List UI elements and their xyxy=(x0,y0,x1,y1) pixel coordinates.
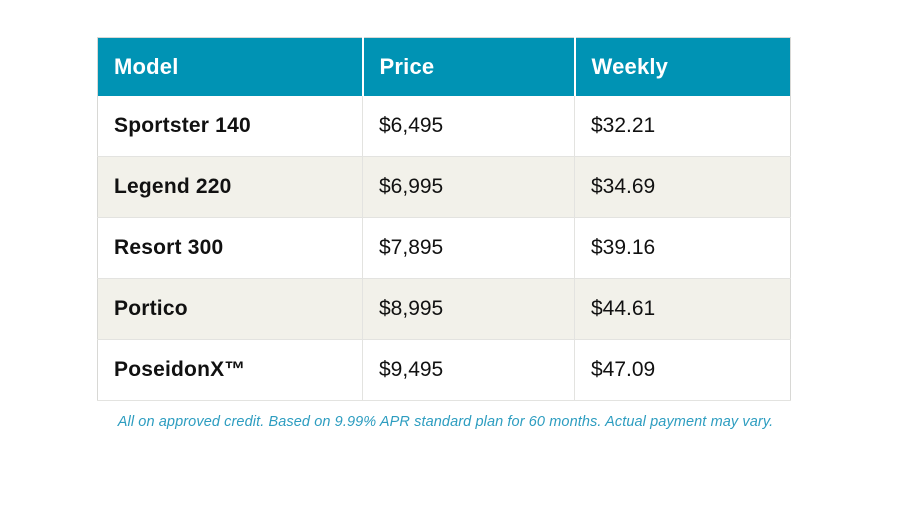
header-row: Model Price Weekly xyxy=(97,37,791,96)
cell-model: PoseidonX™ xyxy=(97,339,363,401)
table-row: Resort 300 $7,895 $39.16 xyxy=(97,217,791,279)
cell-price: $6,495 xyxy=(362,96,575,157)
table-row: PoseidonX™ $9,495 $47.09 xyxy=(97,339,791,401)
table-row: Sportster 140 $6,495 $32.21 xyxy=(97,96,791,157)
table-row: Legend 220 $6,995 $34.69 xyxy=(97,156,791,218)
column-header-model: Model xyxy=(97,37,363,96)
pricing-table: Model Price Weekly Sportster 140 $6,495 … xyxy=(97,37,791,401)
cell-weekly: $32.21 xyxy=(574,96,791,157)
disclaimer-text: All on approved credit. Based on 9.99% A… xyxy=(117,414,774,430)
cell-weekly: $44.61 xyxy=(574,278,791,340)
cell-price: $7,895 xyxy=(362,217,575,279)
cell-price: $6,995 xyxy=(362,156,575,218)
cell-model: Resort 300 xyxy=(97,217,363,279)
cell-weekly: $34.69 xyxy=(574,156,791,218)
column-header-weekly: Weekly xyxy=(573,37,791,96)
cell-model: Portico xyxy=(97,278,363,340)
cell-weekly: $47.09 xyxy=(574,339,791,401)
pricing-table-body: Sportster 140 $6,495 $32.21 Legend 220 $… xyxy=(97,96,791,401)
cell-price: $9,495 xyxy=(362,339,575,401)
cell-model: Sportster 140 xyxy=(97,96,363,157)
cell-model: Legend 220 xyxy=(97,156,363,218)
cell-weekly: $39.16 xyxy=(574,217,791,279)
column-header-price: Price xyxy=(361,37,575,96)
table-row: Portico $8,995 $44.61 xyxy=(97,278,791,340)
cell-price: $8,995 xyxy=(362,278,575,340)
pricing-table-header: Model Price Weekly xyxy=(97,37,791,96)
